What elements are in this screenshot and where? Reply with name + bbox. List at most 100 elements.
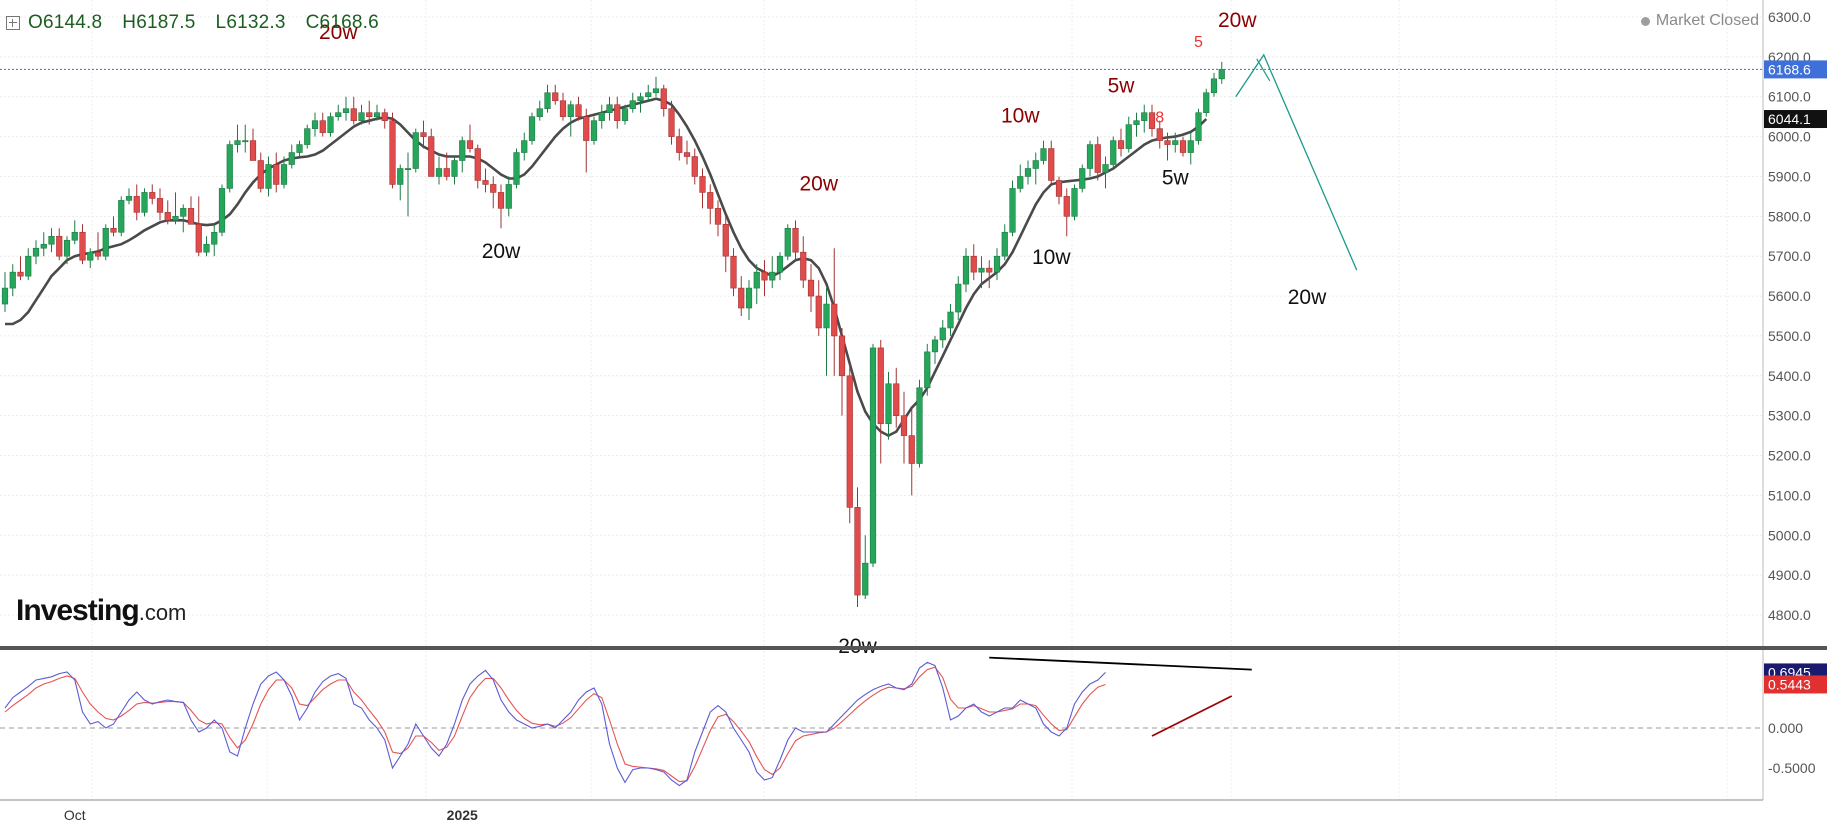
candle-body[interactable] [226,144,233,189]
candle-body[interactable] [63,239,71,257]
candle-body[interactable] [908,435,915,464]
candle-body[interactable] [1203,92,1210,113]
candle-body[interactable] [1187,140,1194,153]
candle-body[interactable] [242,140,249,143]
candle-body[interactable] [412,132,419,169]
candle-body[interactable] [877,347,884,424]
candle-body[interactable] [48,235,55,245]
candle-body[interactable] [761,271,768,281]
candle-body[interactable] [1110,140,1117,165]
candle-body[interactable] [1079,168,1086,189]
candle-body[interactable] [428,136,435,177]
candle-body[interactable] [528,116,536,141]
candle-body[interactable] [110,227,117,233]
candle-body[interactable] [335,112,342,117]
candle-body[interactable] [753,271,760,289]
candle-body[interactable] [1164,140,1171,145]
candle-body[interactable] [311,120,319,129]
candle-body[interactable] [474,148,481,181]
candle-body[interactable] [32,247,40,257]
candle-body[interactable] [1,287,9,305]
candle-body[interactable] [1055,180,1063,197]
candle-body[interactable] [1148,112,1156,129]
candle-body[interactable] [1024,168,1032,177]
candle-body[interactable] [234,140,241,145]
candle-body[interactable] [257,160,264,189]
candle-body[interactable] [955,283,962,313]
candle-body[interactable] [513,152,520,185]
candle-body[interactable] [273,164,280,185]
candle-body[interactable] [575,104,582,117]
candle-body[interactable] [350,108,357,121]
candle-body[interactable] [831,303,838,337]
candle-body[interactable] [327,116,334,133]
candle-body[interactable] [102,227,109,257]
candle-body[interactable] [730,255,737,289]
candle-body[interactable] [1218,69,1225,80]
candle-body[interactable] [544,92,551,109]
candle-body[interactable] [1133,120,1140,125]
candle-body[interactable] [1172,140,1179,145]
candle-body[interactable] [149,192,156,199]
candle-body[interactable] [1086,144,1094,169]
candle-body[interactable] [536,108,543,117]
candle-body[interactable] [970,255,977,273]
candle-body[interactable] [978,267,985,273]
candle-body[interactable] [420,132,427,137]
candle-body[interactable] [1102,164,1109,173]
candle-body[interactable] [1017,176,1024,189]
candle-body[interactable] [769,271,776,281]
candle-body[interactable] [699,176,706,193]
candle-body[interactable] [17,271,24,277]
candle-body[interactable] [87,251,94,261]
candle-body[interactable] [869,347,877,564]
candle-body[interactable] [79,231,86,261]
candle-body[interactable] [521,140,528,153]
candle-body[interactable] [195,224,202,253]
candle-body[interactable] [807,279,815,297]
candle-body[interactable] [722,224,729,257]
candle-body[interactable] [800,251,807,281]
candle-body[interactable] [443,168,450,177]
candle-body[interactable] [776,255,784,273]
candle-body[interactable] [668,108,675,137]
candle-body[interactable] [304,128,311,145]
candle-body[interactable] [924,351,931,389]
candle-body[interactable] [1001,231,1008,257]
candle-body[interactable] [1040,148,1047,161]
candle-body[interactable] [893,383,900,416]
candle-body[interactable] [40,243,47,249]
candle-body[interactable] [397,168,404,185]
candle-body[interactable] [482,180,489,185]
candle-body[interactable] [125,196,133,201]
candle-body[interactable] [1048,148,1055,181]
candle-body[interactable] [25,255,32,277]
candle-body[interactable] [784,227,791,257]
candle-body[interactable] [792,227,799,253]
candle-body[interactable] [854,507,861,596]
candle-body[interactable] [567,104,574,117]
candle-body[interactable] [296,144,303,153]
candle-body[interactable] [118,200,125,233]
candle-body[interactable] [621,108,629,121]
candle-body[interactable] [559,100,567,117]
candle-body[interactable] [962,255,970,285]
candle-body[interactable] [71,231,78,241]
candle-body[interactable] [203,243,210,253]
candle-body[interactable] [1032,160,1039,169]
candle-body[interactable] [56,235,63,257]
candle-body[interactable] [916,387,923,464]
candle-body[interactable] [490,184,497,193]
candle-body[interactable] [590,120,598,141]
candle-body[interactable] [9,271,16,289]
candle-body[interactable] [211,231,218,245]
crosshair-toggle-icon[interactable] [6,16,20,30]
candle-body[interactable] [614,104,621,121]
candle-body[interactable] [738,287,745,309]
candle-body[interactable] [714,208,722,225]
candle-body[interactable] [1063,196,1070,217]
candle-body[interactable] [745,287,753,309]
candle-body[interactable] [319,120,326,133]
